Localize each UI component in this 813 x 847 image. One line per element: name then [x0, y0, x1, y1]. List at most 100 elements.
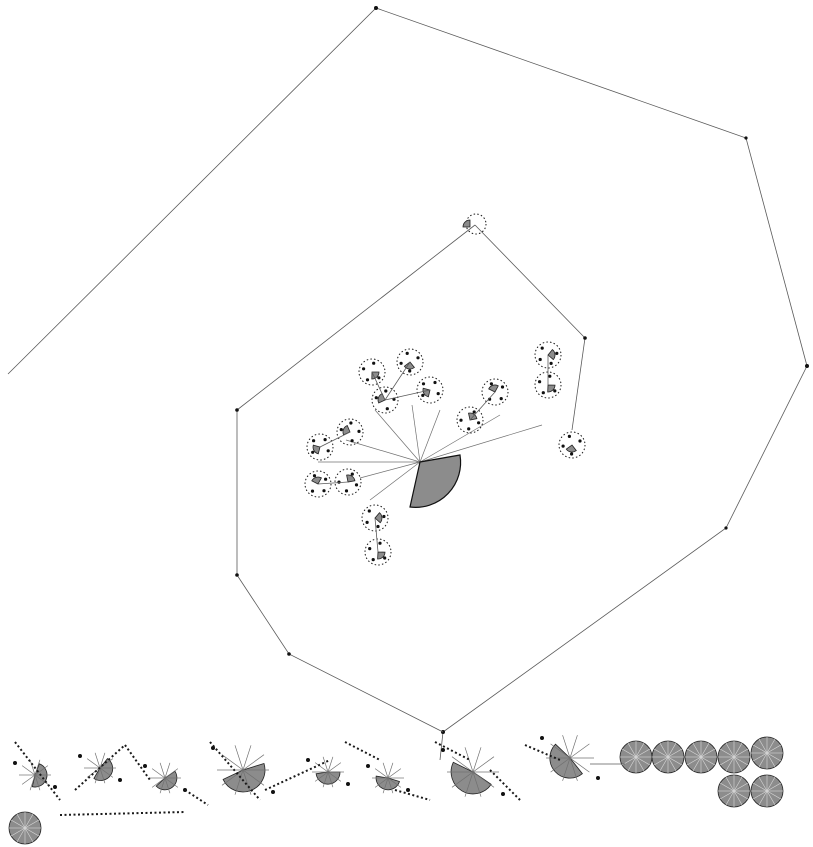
strip-pie-spoke — [686, 756, 702, 766]
strip-fan-spoke — [451, 771, 474, 788]
strip-chain — [184, 789, 209, 806]
strip-fan-node — [78, 754, 82, 758]
hub-spoke — [411, 404, 421, 463]
subcluster-node — [555, 351, 559, 355]
subcluster-node — [561, 444, 565, 448]
strip-pie-spoke — [766, 752, 782, 762]
subcluster-node — [541, 391, 545, 395]
subcluster-node — [416, 356, 420, 360]
subcluster-node — [384, 389, 388, 393]
strip-fan-spoke — [29, 774, 36, 791]
subcluster-node — [372, 361, 376, 365]
outer-node — [724, 526, 728, 530]
strip-chain — [124, 744, 151, 781]
strip-fan-spoke — [314, 771, 329, 782]
strip-fan-spoke — [99, 758, 114, 769]
strip-fan-spoke — [94, 752, 101, 769]
strip-pie-spoke — [766, 776, 776, 792]
strip-pie-spoke — [621, 748, 637, 758]
subcluster-node — [578, 439, 582, 443]
subcluster-node — [477, 421, 481, 425]
strip-pie-spoke — [719, 790, 735, 800]
strip-pie — [717, 774, 751, 808]
strip-fan-spoke — [382, 762, 389, 779]
subcluster-node — [553, 389, 557, 393]
strip-chain — [264, 759, 331, 791]
subcluster — [364, 538, 392, 566]
strip-pie-spoke — [733, 748, 749, 758]
strip-fan — [441, 747, 505, 797]
inner-ring-nodes — [235, 336, 587, 656]
hub-spoke — [374, 409, 421, 463]
strip-pie-spoke — [667, 756, 677, 772]
cluster-wedge — [462, 219, 471, 228]
strip-pie-spoke — [733, 790, 749, 800]
strip-fan-spoke — [234, 745, 244, 771]
subcluster-node — [344, 489, 349, 493]
subcluster — [534, 341, 562, 369]
strip-fan-spoke — [322, 771, 329, 788]
strip-fan-spoke — [472, 771, 495, 788]
subcluster-node — [337, 480, 341, 484]
strip-pie-spoke — [627, 742, 637, 758]
subcluster-ring — [364, 538, 392, 566]
strip-fan-spoke — [550, 743, 571, 759]
subcluster-node — [367, 509, 371, 513]
subcluster-ring — [481, 378, 509, 406]
subcluster-node — [312, 474, 317, 478]
subcluster-ring — [456, 406, 484, 434]
subcluster-node — [499, 397, 503, 401]
subcluster-node — [377, 376, 381, 380]
strip-pie-spoke — [766, 744, 782, 754]
subcluster-node — [339, 428, 343, 432]
strip-pie-spoke — [692, 742, 702, 758]
strip-fan-spoke — [242, 769, 265, 786]
strip-pie-spoke — [16, 813, 26, 829]
hub-spoke — [419, 424, 543, 463]
top-cluster — [462, 213, 487, 235]
strip-chain — [344, 741, 381, 761]
subcluster-node — [433, 380, 437, 385]
strip-fan-spoke — [99, 767, 106, 784]
subcluster-node — [383, 556, 387, 560]
strip-fan-spoke — [86, 767, 101, 778]
strip-chain — [489, 769, 521, 801]
strip-fan-spoke — [99, 767, 114, 778]
strip-fan-spoke — [221, 754, 244, 771]
subcluster-node — [570, 452, 574, 456]
subcluster-node — [368, 547, 372, 551]
subcluster — [558, 431, 586, 459]
strip-fan-spoke — [159, 777, 166, 794]
strip-fan-spoke — [569, 757, 578, 781]
strip-fan-spoke — [327, 771, 334, 788]
subcluster-node — [349, 421, 353, 425]
strip-fan-spoke — [562, 735, 571, 759]
strip-fan-spoke — [34, 765, 49, 776]
subcluster-node — [399, 361, 403, 365]
strip-fan-node — [271, 790, 275, 794]
outer-node — [744, 136, 748, 140]
strip-chain — [59, 811, 186, 816]
strip-pie-spoke — [700, 756, 710, 772]
subcluster — [306, 433, 334, 461]
strip-pie-spoke — [733, 776, 743, 792]
subcluster-node — [378, 541, 382, 545]
subcluster-node — [405, 351, 409, 355]
strip-pie-spoke — [752, 744, 768, 754]
central-wedge — [409, 454, 462, 508]
strip-fan-spoke — [464, 747, 474, 773]
strip-pie-spoke — [667, 742, 677, 758]
strip-pie-spoke — [752, 790, 768, 800]
outer-ring-nodes — [374, 6, 809, 734]
strip-pie-spoke — [686, 748, 702, 758]
outer-node — [374, 6, 378, 10]
strip-fan-spoke — [569, 735, 578, 759]
strip-fan-spoke — [242, 769, 252, 795]
strip-pie — [651, 740, 685, 774]
strip-pie-spoke — [733, 756, 743, 772]
strip-pie-spoke — [24, 813, 34, 829]
subcluster-wedge — [374, 512, 383, 524]
subcluster-node — [538, 380, 542, 384]
hub-spoke — [419, 409, 441, 463]
